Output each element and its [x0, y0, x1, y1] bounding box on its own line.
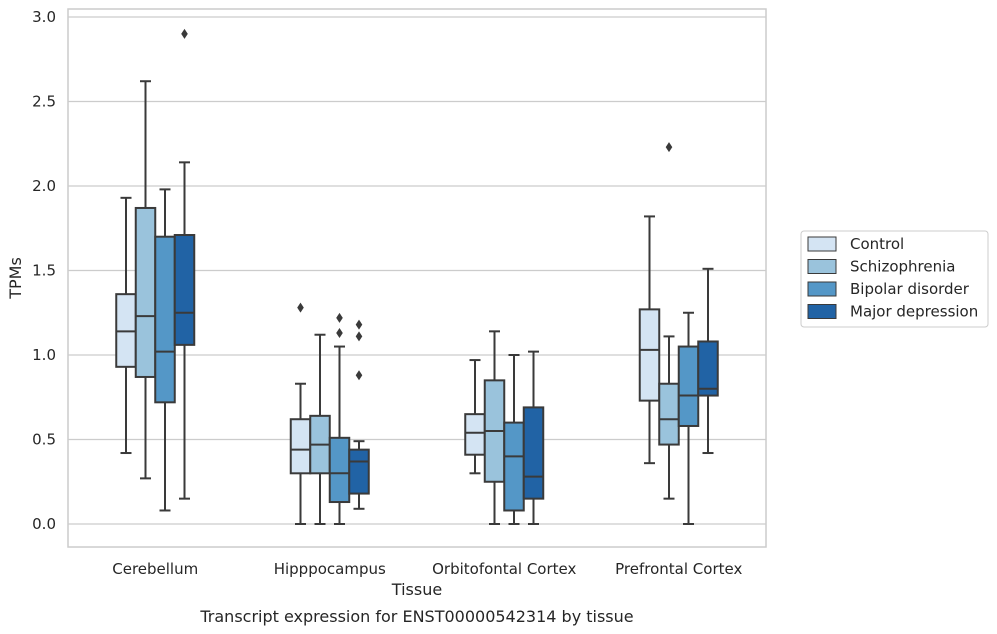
box	[522, 406, 545, 500]
y-tick-label: 2.5	[32, 93, 56, 111]
outlier-point	[181, 28, 188, 39]
box-plot-boxes	[115, 28, 719, 525]
box-group	[115, 196, 137, 455]
box-group	[677, 311, 700, 525]
box	[154, 235, 176, 404]
legend-swatch	[807, 259, 837, 274]
box-group	[464, 359, 486, 475]
box-group	[503, 354, 525, 525]
box-group	[309, 333, 331, 525]
x-tick-label: Hipppocampus	[274, 560, 386, 578]
box-group	[697, 267, 719, 455]
outlier-point	[336, 312, 343, 323]
box-group	[154, 188, 176, 512]
box	[658, 382, 680, 446]
y-tick-label: 0.5	[32, 431, 56, 449]
y-tick-label: 0.0	[32, 515, 56, 533]
chart-caption: Transcript expression for ENST0000054231…	[199, 607, 633, 626]
outlier-point	[297, 302, 304, 313]
y-tick-label: 1.5	[32, 262, 56, 280]
legend-label: Control	[850, 235, 904, 253]
box-group	[289, 302, 312, 525]
outlier-point	[355, 331, 363, 342]
box-group	[483, 330, 506, 525]
plot-area-frame	[67, 8, 767, 548]
box-group	[522, 350, 545, 525]
x-tick-label: Prefrontal Cortex	[615, 560, 742, 578]
box-group	[173, 28, 196, 500]
legend-swatch	[807, 236, 837, 252]
y-tick-label: 1.0	[32, 346, 56, 364]
legend-label: Schizophrenia	[850, 258, 955, 276]
legend-label: Major depression	[850, 303, 978, 321]
y-tick-label: 2.0	[32, 177, 56, 195]
x-tick-label: Orbitofontal Cortex	[432, 560, 576, 578]
outlier-point	[336, 328, 343, 339]
x-axis-label: Tissue	[391, 580, 442, 599]
box	[348, 448, 370, 495]
y-tick-label: 3.0	[32, 8, 56, 26]
outlier-point	[355, 319, 363, 330]
box	[677, 345, 700, 427]
box	[173, 234, 196, 346]
box-group	[658, 142, 680, 500]
box	[289, 418, 312, 475]
legend-label: Bipolar disorder	[850, 280, 970, 298]
x-tick-labels: Cerebellum Hipppocampus Orbitofontal Corte…	[112, 560, 742, 578]
box-group	[348, 319, 370, 510]
box-group	[328, 312, 351, 525]
box-group	[638, 215, 661, 465]
y-axis-label: TPMs	[6, 257, 25, 300]
box	[638, 308, 661, 402]
legend: Control Schizophrenia Bipolar disorder Majo…	[800, 230, 989, 328]
x-tick-label: Cerebellum	[112, 560, 198, 578]
box	[503, 421, 525, 512]
box	[464, 413, 486, 456]
legend-frame	[800, 230, 989, 328]
y-tick-labels: 0.0 0.5 1.0 1.5 2.0 2.5 3.0	[32, 8, 56, 533]
box	[697, 340, 719, 397]
box	[328, 436, 351, 504]
outlier-point	[665, 142, 673, 153]
box	[134, 206, 157, 378]
outlier-point	[355, 370, 363, 381]
box-group	[134, 80, 157, 480]
legend-swatch	[807, 281, 837, 297]
legend-swatch	[807, 304, 837, 319]
